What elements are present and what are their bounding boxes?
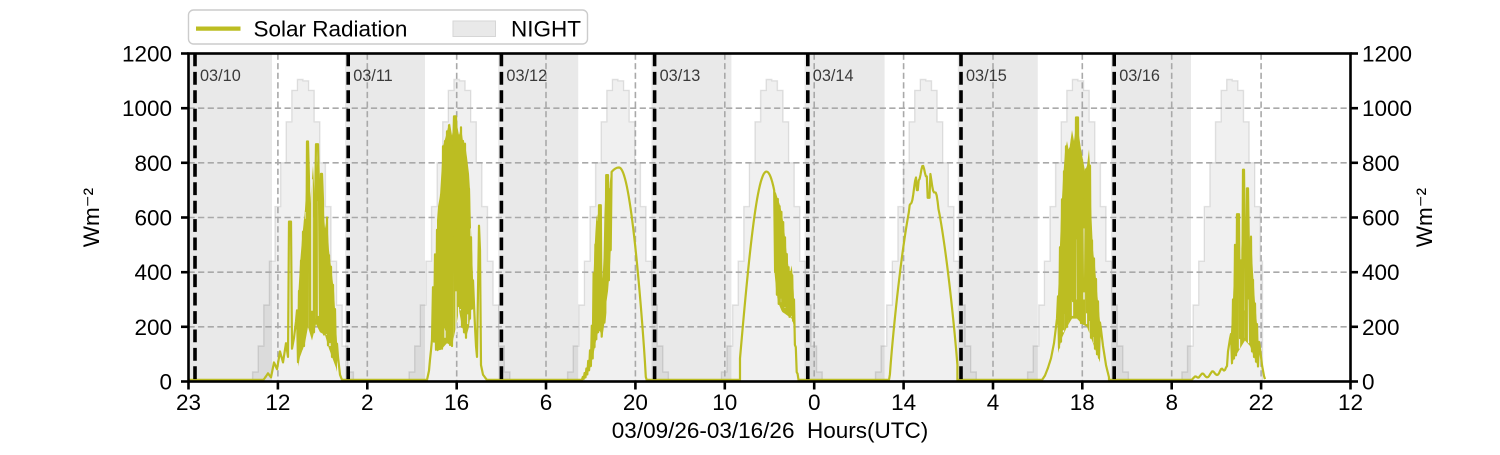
svg-text:1000: 1000	[1362, 96, 1412, 121]
svg-text:23: 23	[176, 390, 201, 415]
svg-text:Solar Radiation: Solar Radiation	[254, 17, 408, 42]
svg-text:03/11: 03/11	[353, 67, 393, 85]
svg-text:12: 12	[265, 390, 290, 415]
svg-text:12: 12	[1338, 390, 1363, 415]
svg-text:600: 600	[1362, 206, 1400, 231]
svg-text:0: 0	[808, 390, 821, 415]
svg-text:2: 2	[361, 390, 374, 415]
svg-text:1000: 1000	[122, 96, 172, 121]
svg-text:03/12: 03/12	[506, 67, 547, 85]
svg-text:14: 14	[891, 390, 916, 415]
svg-text:03/15: 03/15	[966, 67, 1007, 85]
svg-text:18: 18	[1070, 390, 1095, 415]
svg-text:400: 400	[134, 260, 172, 285]
svg-text:03/10: 03/10	[200, 67, 241, 85]
svg-text:03/16: 03/16	[1119, 67, 1160, 85]
svg-text:Wm⁻²: Wm⁻²	[79, 187, 104, 247]
svg-text:800: 800	[1362, 151, 1400, 176]
svg-text:20: 20	[623, 390, 648, 415]
svg-text:400: 400	[1362, 260, 1400, 285]
svg-text:600: 600	[134, 206, 172, 231]
svg-text:16: 16	[444, 390, 469, 415]
svg-text:0: 0	[159, 370, 172, 395]
svg-text:1200: 1200	[1362, 42, 1412, 67]
svg-text:22: 22	[1249, 390, 1274, 415]
svg-text:6: 6	[540, 390, 553, 415]
svg-text:200: 200	[1362, 315, 1400, 340]
svg-text:8: 8	[1165, 390, 1178, 415]
svg-text:10: 10	[712, 390, 737, 415]
svg-text:03/13: 03/13	[660, 67, 701, 85]
svg-text:Wm⁻²: Wm⁻²	[1412, 187, 1437, 247]
svg-text:4: 4	[987, 390, 1000, 415]
svg-text:1200: 1200	[122, 42, 172, 67]
svg-text:03/14: 03/14	[813, 67, 854, 85]
svg-text:NIGHT: NIGHT	[511, 17, 581, 42]
svg-text:0: 0	[1362, 370, 1375, 395]
svg-text:200: 200	[134, 315, 172, 340]
svg-text:800: 800	[134, 151, 172, 176]
svg-text:03/09/26-03/16/26 Hours(UTC): 03/09/26-03/16/26 Hours(UTC)	[612, 418, 928, 443]
